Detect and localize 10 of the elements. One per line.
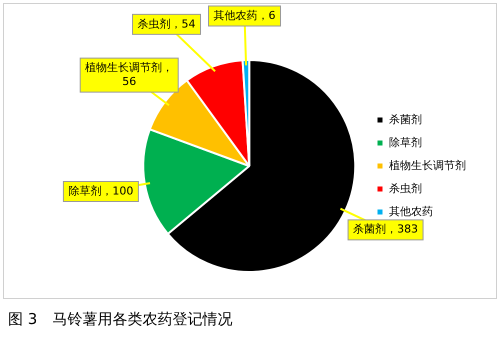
data-label: 杀虫剂，54 [138,17,196,30]
legend-label: 杀菌剂 [389,112,422,126]
data-label: 杀菌剂，383 [353,222,418,236]
data-label: 其他农药，6 [214,8,276,22]
legend-label: 其他农药 [389,204,433,218]
legend-label: 杀虫剂 [389,182,422,195]
caption: 图 3 马铃薯用各类农药登记情况 [8,310,232,329]
legend-label: 除草剂 [389,136,422,149]
legend-label: 植物生长调节剂 [389,158,466,172]
data-label: 植物生长调节剂，56 [85,61,174,88]
